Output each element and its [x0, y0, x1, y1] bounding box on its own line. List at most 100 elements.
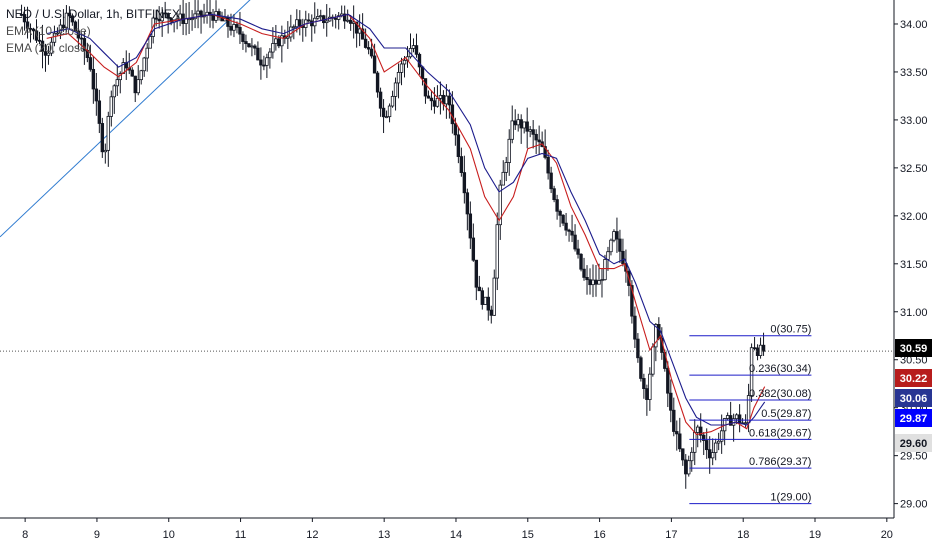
x-tick-label: 15: [522, 529, 534, 541]
candle-body: [199, 10, 203, 18]
x-tick-label: 9: [94, 529, 100, 541]
candle-body: [603, 259, 607, 281]
candle-body: [115, 79, 119, 87]
fibonacci-layer[interactable]: 0(30.75) 0.236(30.34) 0.382(30.08) 0.5(29.8…: [689, 324, 812, 505]
candle-body: [310, 20, 314, 27]
candle-body: [354, 21, 359, 34]
candle-body: [28, 27, 33, 30]
candle-body: [486, 296, 490, 311]
candle-body: [208, 11, 212, 16]
candle-body: [157, 18, 161, 22]
candle-body: [459, 156, 464, 173]
candle-body: [537, 139, 541, 143]
candle-body: [426, 95, 431, 99]
candle-body: [190, 18, 194, 21]
candle-body: [259, 59, 263, 66]
candle-body: [696, 426, 700, 433]
candle-body: [49, 41, 54, 54]
candle-body: [423, 78, 428, 97]
x-tick-label: 8: [22, 529, 28, 541]
trendline-layer: [0, 0, 251, 238]
price-badge-ema10: [895, 369, 932, 387]
candle-body: [687, 460, 691, 475]
candle-body: [591, 279, 595, 286]
candle-body: [232, 24, 236, 31]
candle-body: [289, 26, 293, 38]
candle-body: [387, 105, 392, 118]
candle-body: [414, 45, 419, 55]
candle-body: [693, 432, 697, 453]
price-badge-label: 30.22: [900, 373, 928, 385]
candle-body: [558, 210, 562, 216]
candle-body: [702, 434, 706, 441]
candle-body: [755, 347, 760, 356]
candle-body: [316, 16, 320, 19]
price-badges: 30.59 30.22 30.06 29.87 29.60: [895, 339, 932, 452]
candle-body: [636, 338, 640, 359]
candle-body: [67, 12, 72, 17]
candle-body: [375, 72, 380, 93]
candle-body: [600, 279, 604, 282]
candle-body: [265, 57, 269, 66]
candle-body: [648, 373, 652, 400]
y-tick-label: 34.00: [900, 19, 928, 31]
candle-body: [612, 231, 616, 241]
candle-body: [705, 440, 709, 451]
candle-body: [606, 251, 610, 260]
candle-body: [758, 344, 763, 356]
candle-body: [88, 57, 93, 70]
candle-body: [534, 133, 538, 141]
candle-body: [145, 47, 149, 59]
candle-body: [594, 279, 598, 285]
candle-body: [447, 95, 452, 106]
candle-body: [609, 239, 613, 253]
price-badge-label: 30.06: [900, 393, 928, 405]
x-tick-label: 14: [450, 529, 462, 541]
candle-body: [489, 309, 493, 316]
candle-body: [471, 237, 476, 261]
candle-body: [333, 17, 338, 20]
fib-level-label: 0(30.75): [770, 324, 811, 336]
candle-body: [402, 59, 407, 65]
candle-body: [621, 250, 625, 265]
candle-body: [256, 47, 260, 61]
candle-body: [363, 38, 368, 48]
candle-body: [456, 134, 461, 157]
candle-body: [513, 120, 517, 126]
candle-body: [420, 66, 425, 79]
ema20-line: [46, 13, 766, 426]
candle-body: [351, 21, 356, 24]
candle-body: [633, 315, 637, 340]
candle-body: [519, 119, 523, 129]
candle-body: [268, 51, 272, 59]
candle-body: [396, 72, 401, 84]
candle-body: [357, 28, 362, 34]
candle-body: [381, 107, 386, 118]
candle-body: [630, 285, 634, 317]
x-tick-label: 19: [809, 529, 821, 541]
candle-body: [369, 48, 374, 57]
candle-body: [710, 452, 715, 459]
candle-body: [498, 184, 502, 226]
candle-body: [52, 32, 57, 43]
candle-body: [133, 75, 137, 94]
candle-body: [184, 18, 188, 24]
price-badge-label: 29.87: [900, 413, 928, 425]
candle-body: [522, 121, 526, 129]
candle-body: [325, 20, 329, 24]
candle-body: [384, 116, 389, 119]
candle-body: [597, 280, 601, 285]
candle-body: [130, 69, 134, 77]
x-tick-label: 16: [593, 529, 605, 541]
candle-body: [262, 64, 266, 67]
x-axis[interactable]: 8 9 10 11 12 13 14 15 16 17 18 19 20: [22, 518, 893, 541]
candle-body: [642, 378, 646, 390]
candle-body: [106, 115, 111, 151]
candle-body: [235, 24, 239, 28]
candle-body: [378, 91, 383, 109]
candle-body: [761, 344, 766, 352]
candle-body: [292, 26, 296, 29]
x-tick-label: 12: [306, 529, 318, 541]
candle-body: [525, 121, 529, 132]
